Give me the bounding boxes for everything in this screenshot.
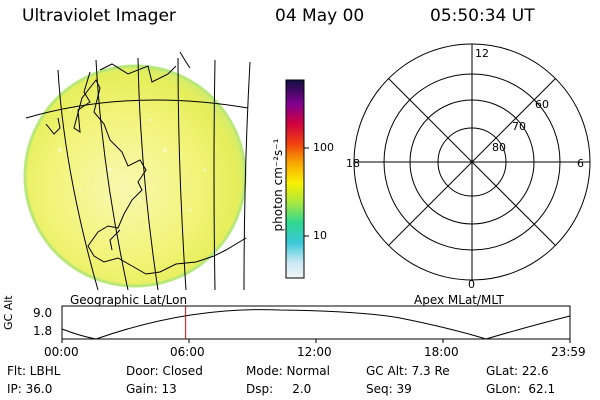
colorbar-tick-100: 100 [313,141,334,154]
info-filter: Flt: LBHL [7,364,61,378]
mlt-label-18: 18 [346,157,360,170]
mlat-label-60: 60 [535,98,549,111]
colorbar-tick-10: 10 [313,229,327,242]
mlat-label-80: 80 [492,141,506,154]
altitude-curve [61,309,571,340]
geographic-label: Geographic Lat/Lon [70,293,188,307]
mlt-label-12: 12 [475,47,489,60]
info-mode: Mode: Normal [246,364,330,378]
info-seq: Seq: 39 [366,382,412,396]
apex-label: Apex MLat/MLT [414,293,504,307]
info-glon: GLon: 62.1 [486,382,556,396]
info-door: Door: Closed [126,364,203,378]
altitude-xtick-1800: 18:00 [424,345,459,359]
date-label: 04 May 00 [275,6,365,26]
mlt-label-6: 6 [577,157,584,170]
altitude-xtick-2359: 23:59 [551,345,586,359]
altitude-xtick-0000: 00:00 [44,345,79,359]
info-ip: IP: 36.0 [7,382,53,396]
mlat-label-70: 70 [512,120,526,133]
info-glat: GLat: 22.6 [486,364,549,378]
info-dsp: Dsp: 2.0 [246,382,312,396]
altitude-ylabel: GC Alt [2,295,15,330]
info-gain: Gain: 13 [126,382,177,396]
info-gc-alt: GC Alt: 7.3 Re [366,364,450,378]
time-label: 05:50:34 UT [430,6,535,26]
coastline [45,51,247,275]
altitude-xtick-1200: 12:00 [297,345,332,359]
altitude-ytick-min: 1.8 [33,324,53,338]
instrument-title: Ultraviolet Imager [22,6,176,26]
altitude-xtick-0600: 06:00 [170,345,205,359]
mlt-label-0: 0 [468,278,475,291]
altitude-ytick-max: 9.0 [33,306,53,320]
